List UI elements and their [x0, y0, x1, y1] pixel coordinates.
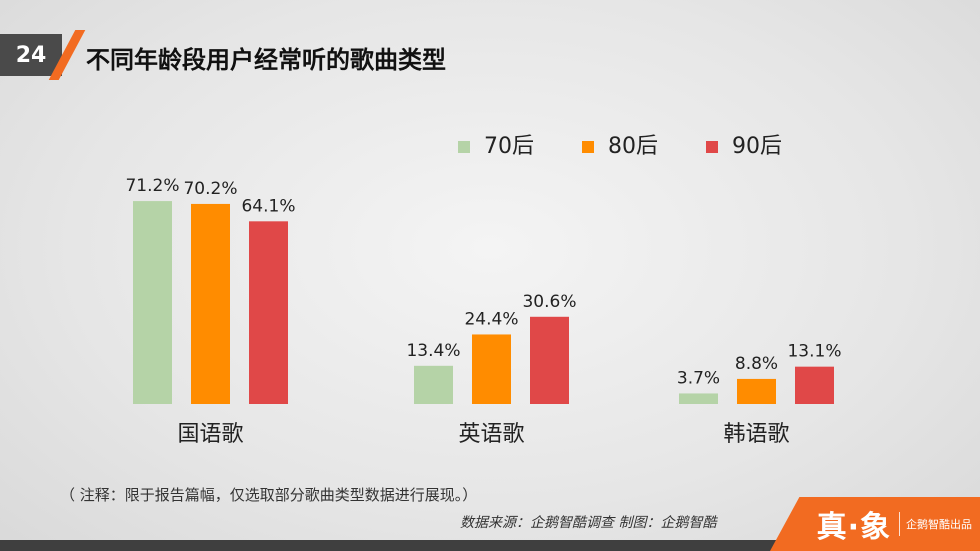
- data-label-1-2: 30.6%: [522, 292, 576, 312]
- legend-item-70s: 70后: [458, 128, 534, 160]
- legend-swatch-90s: [706, 141, 718, 153]
- legend-label-90s: 90后: [732, 134, 782, 159]
- bar-0-1: [191, 203, 230, 404]
- data-label-1-1: 24.4%: [464, 309, 518, 329]
- data-label-2-2: 13.1%: [787, 342, 841, 362]
- page-title: 不同年龄段用户经常听的歌曲类型: [86, 46, 446, 74]
- category-label-2: 韩语歌: [723, 422, 789, 447]
- footnote: （ 注释：限于报告篇幅，仅选取部分歌曲类型数据进行展现。）: [60, 486, 478, 504]
- data-label-2-1: 8.8%: [735, 354, 778, 374]
- brand-subtitle: 企鹅智酷出品: [906, 518, 972, 531]
- category-label-0: 国语歌: [177, 422, 243, 447]
- bar-0-2: [249, 221, 288, 404]
- category-label-1: 英语歌: [458, 422, 524, 447]
- bar-chart: 71.2% 70.2%64.1% 国语歌 13.4%24.4%30.6% 英语歌 3.7%…: [125, 176, 841, 447]
- data-label-1-0: 13.4%: [406, 341, 460, 361]
- brand-badge: 真·象 企鹅智酷出品: [770, 497, 980, 551]
- legend-item-90s: 90后: [706, 128, 782, 160]
- brand-separator: [899, 512, 900, 536]
- legend-swatch-70s: [458, 141, 470, 153]
- legend-label-80s: 80后: [608, 134, 658, 159]
- chart-legend: 70后 80后 90后: [458, 128, 830, 160]
- bar-2-0: [679, 393, 718, 404]
- bar-1-2: [530, 316, 569, 404]
- data-label-0-2: 64.1%: [241, 196, 295, 216]
- bar-2-2: [795, 366, 834, 404]
- bottom-bar: [0, 540, 980, 551]
- brand-logo: 真·象: [816, 510, 891, 545]
- legend-label-70s: 70后: [484, 134, 534, 159]
- data-label-0-0: 71.2%: [125, 176, 179, 196]
- bar-2-1: [737, 378, 776, 404]
- legend-item-80s: 80后: [582, 128, 658, 160]
- bar-1-1: [472, 334, 511, 404]
- bar-0-0: [133, 201, 172, 404]
- bar-1-0: [414, 365, 453, 404]
- data-source: 数据来源：企鹅智酷调查 制图：企鹅智酷: [460, 515, 717, 531]
- page-number: 24: [0, 34, 62, 76]
- legend-swatch-80s: [582, 141, 594, 153]
- data-label-2-0: 3.7%: [677, 368, 720, 388]
- data-label-0-1: 70.2%: [183, 179, 237, 199]
